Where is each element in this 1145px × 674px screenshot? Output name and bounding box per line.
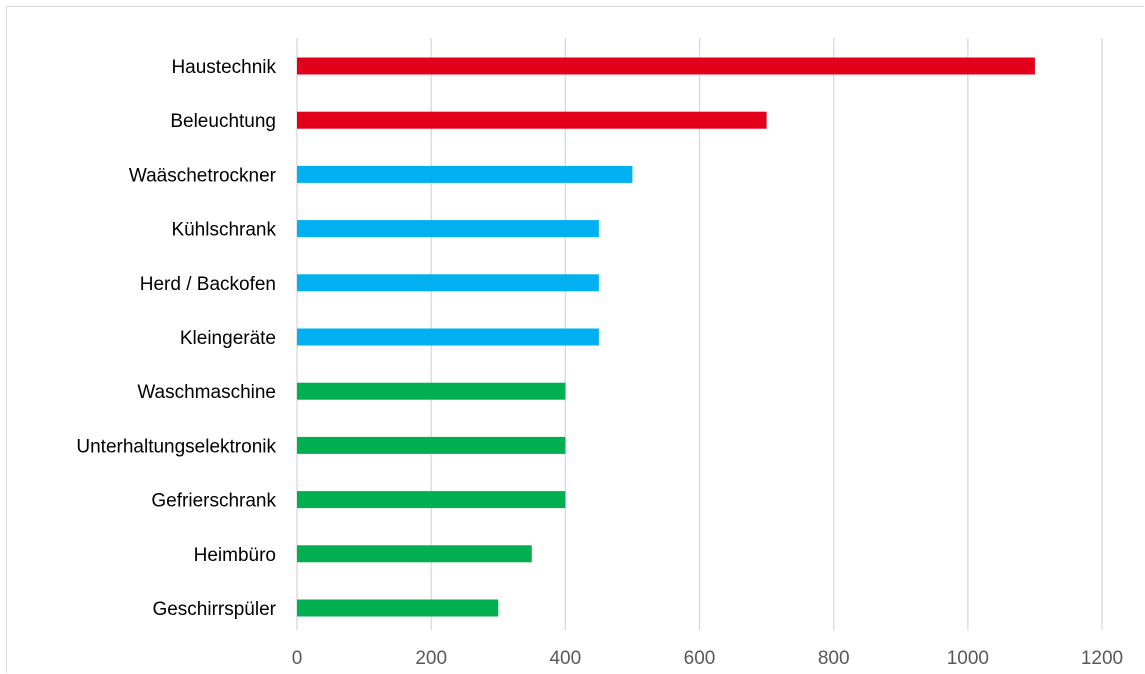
bar <box>297 599 499 617</box>
category-label: Beleuchtung <box>170 111 276 132</box>
x-tick-label: 200 <box>415 648 447 669</box>
category-label: Kühlschrank <box>171 220 276 241</box>
category-label: Herd / Backofen <box>140 274 276 295</box>
bar <box>297 382 566 400</box>
chart-frame <box>6 6 1144 673</box>
bar <box>297 328 599 346</box>
bar <box>297 436 566 454</box>
category-label: Unterhaltungselektronik <box>76 436 276 457</box>
category-label: Kleingeräte <box>180 328 276 349</box>
bar <box>297 57 1035 75</box>
bars <box>297 57 1035 617</box>
category-labels: Haustechnik Beleuchtung Waäschetrockner Küh… <box>76 57 276 620</box>
bar <box>297 491 566 509</box>
x-axis-tick-labels: 0 200 400 600 800 1000 1200 <box>292 648 1123 669</box>
bar <box>297 220 599 238</box>
category-label: Heimbüro <box>194 545 276 566</box>
category-label: Waäschetrockner <box>129 165 277 186</box>
category-label: Haustechnik <box>171 57 276 78</box>
category-label: Gefrierschrank <box>151 491 276 512</box>
x-tick-label: 400 <box>549 648 581 669</box>
x-tick-label: 0 <box>292 648 303 669</box>
bar <box>297 111 767 129</box>
category-label: Geschirrspüler <box>152 599 276 620</box>
x-tick-label: 600 <box>684 648 716 669</box>
bar <box>297 545 532 563</box>
category-label: Waschmaschine <box>137 382 276 403</box>
x-tick-label: 1200 <box>1081 648 1123 669</box>
x-tick-label: 1000 <box>947 648 989 669</box>
x-tick-label: 800 <box>818 648 850 669</box>
bar <box>297 274 599 292</box>
bar <box>297 165 633 183</box>
